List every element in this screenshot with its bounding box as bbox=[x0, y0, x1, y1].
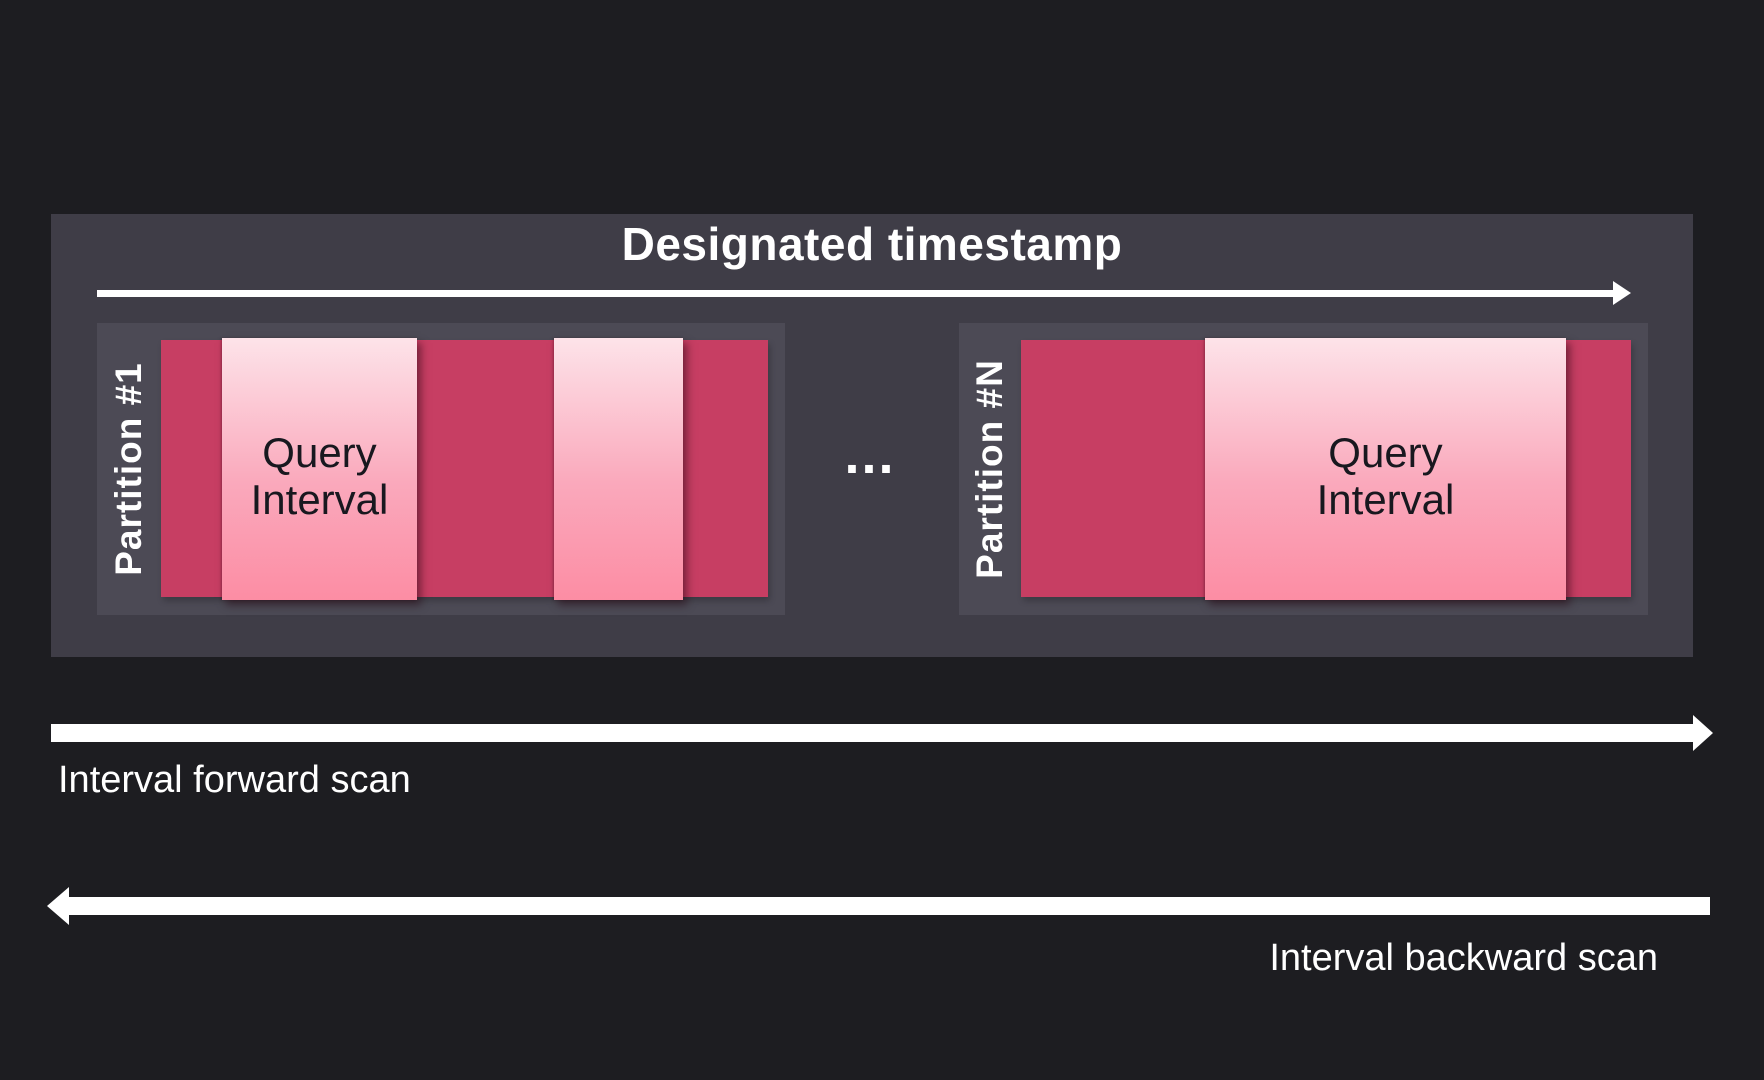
partition-n-query-interval: Query Interval bbox=[1205, 338, 1566, 600]
partition-n: Partition #N Query Interval bbox=[959, 323, 1648, 615]
forward-scan-arrow-shaft bbox=[51, 724, 1693, 742]
arrowhead-right-icon bbox=[1693, 715, 1713, 751]
partition-1-query-interval-1: Query Interval bbox=[222, 338, 417, 600]
partition-1-label-column: Partition #1 bbox=[97, 323, 161, 615]
backward-scan-label: Interval backward scan bbox=[1269, 937, 1658, 979]
designated-timestamp-panel: Designated timestamp Partition #1 Query … bbox=[51, 214, 1693, 657]
query-interval-label: Query Interval bbox=[1316, 428, 1455, 523]
backward-scan-arrow-shaft bbox=[69, 897, 1710, 915]
partition-1: Partition #1 Query Interval bbox=[97, 323, 785, 615]
partition-1-query-interval-2 bbox=[554, 338, 683, 600]
partition-1-label: Partition #1 bbox=[108, 362, 149, 576]
forward-scan-arrow bbox=[51, 715, 1713, 751]
partition-n-label-column: Partition #N bbox=[959, 323, 1021, 615]
query-interval-label: Query Interval bbox=[250, 428, 389, 523]
timestamp-arrow-shaft bbox=[97, 289, 1613, 297]
arrowhead-right-icon bbox=[1613, 281, 1631, 305]
arrowhead-left-icon bbox=[47, 887, 69, 925]
partition-n-label: Partition #N bbox=[969, 359, 1011, 579]
panel-title: Designated timestamp bbox=[621, 218, 1123, 270]
timestamp-arrow bbox=[97, 281, 1631, 305]
forward-scan-label: Interval forward scan bbox=[58, 759, 411, 801]
partitions-ellipsis: ... bbox=[844, 425, 896, 485]
backward-scan-arrow bbox=[47, 887, 1710, 925]
